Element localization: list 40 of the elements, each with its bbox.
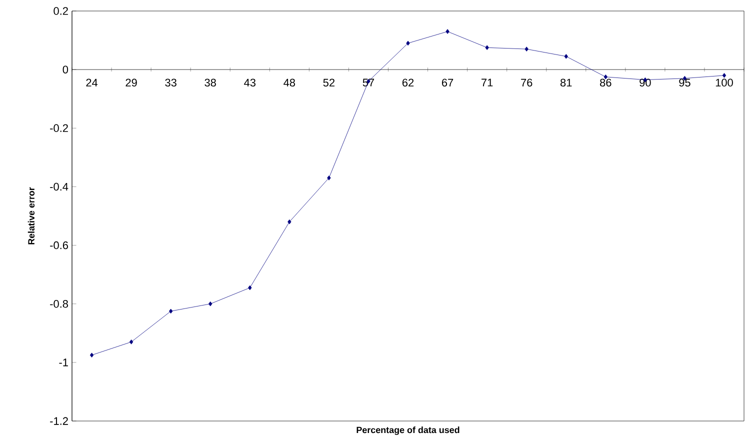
x-tick-label: 38 — [204, 78, 216, 87]
y-axis-title: Relative error — [28, 187, 34, 244]
x-tick-label: 67 — [442, 78, 454, 87]
point — [446, 29, 450, 34]
x-tick-label: 57 — [362, 78, 374, 86]
y-tick-label: -0.6 — [50, 241, 68, 250]
point — [722, 73, 726, 78]
x-tick-label: 76 — [521, 78, 532, 87]
point — [524, 46, 528, 52]
x-tick-label: 48 — [284, 78, 296, 87]
x-tick-label: 71 — [482, 78, 493, 86]
x-tick-label: 62 — [402, 78, 414, 87]
point — [288, 219, 292, 224]
x-tick-label: 29 — [126, 78, 137, 87]
x-tick-label: 81 — [560, 78, 572, 87]
y-tick-label: 0 — [62, 66, 68, 74]
x-tick-label: 90 — [640, 78, 651, 87]
point — [90, 352, 94, 358]
x-tick-label: 33 — [165, 78, 176, 87]
x-tick-label: 24 — [86, 78, 98, 86]
point — [327, 176, 331, 180]
x-tick-label: 95 — [679, 78, 690, 87]
y-tick-label: 0.2 — [54, 7, 68, 15]
point — [564, 54, 568, 59]
x-tick-label: 86 — [600, 78, 612, 87]
point — [485, 45, 489, 50]
y-tick-label: -1.2 — [50, 417, 68, 425]
point — [248, 285, 252, 290]
y-tick-label: -0.4 — [50, 182, 68, 191]
x-tick-label: 100 — [716, 78, 733, 87]
y-tick-label: -0.8 — [50, 300, 68, 308]
point — [168, 308, 173, 314]
x-tick-label: 43 — [244, 78, 256, 87]
y-tick-label: -0.2 — [50, 124, 68, 132]
y-tick-label: -1 — [59, 358, 68, 366]
point — [208, 301, 212, 306]
x-tick-label: 52 — [323, 78, 334, 87]
x-axis-title: Percentage of data used — [356, 426, 460, 435]
point — [129, 340, 134, 344]
point — [406, 40, 410, 46]
